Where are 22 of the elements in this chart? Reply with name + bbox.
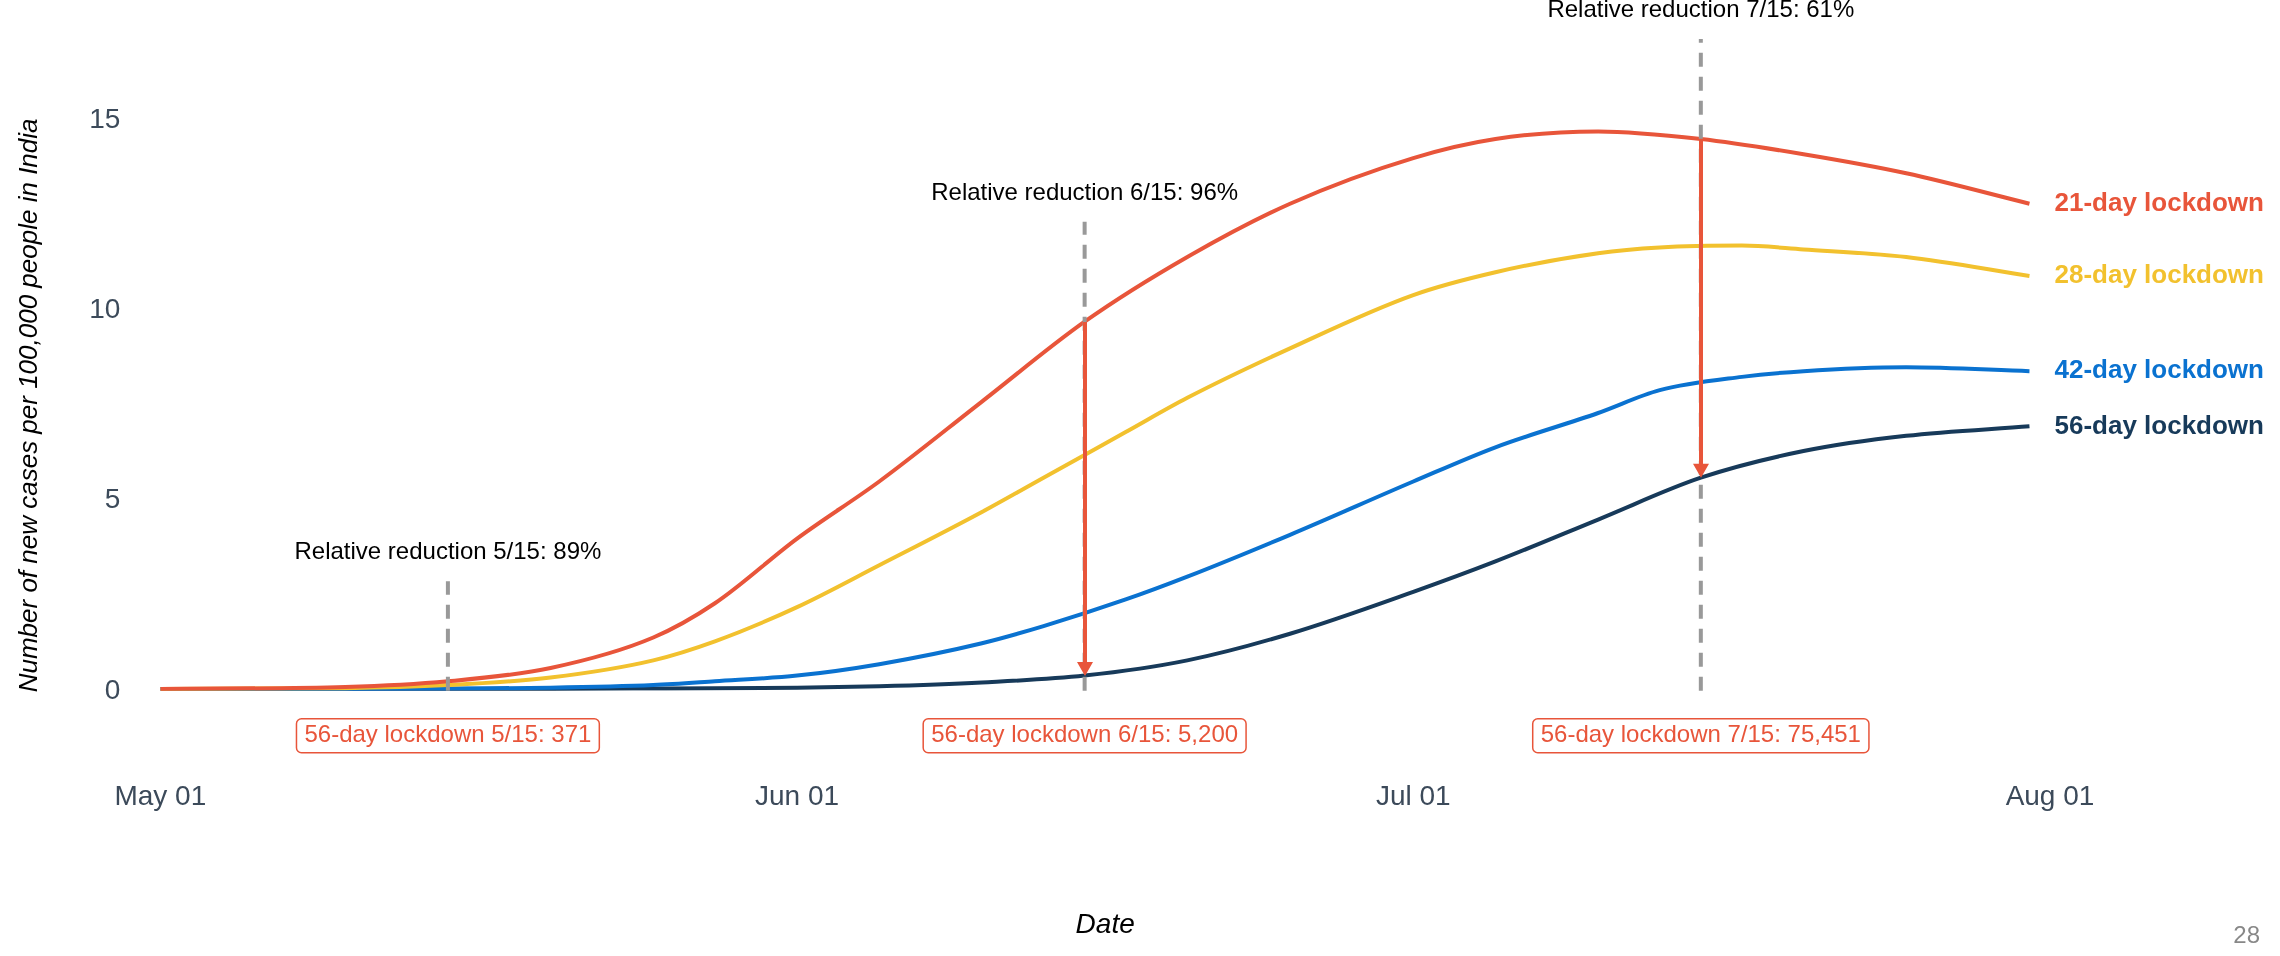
x-tick-label: May 01 [114,780,207,812]
series-label: 42-day lockdown [2054,354,2264,385]
y-tick-label: 10 [89,292,121,324]
series-label: 28-day lockdown [2054,259,2264,290]
text: 56-day lockdown 6/15: 5,200 [931,720,1239,748]
y-tick-label: 5 [104,483,121,515]
x-tick-label: Jun 01 [755,780,840,812]
x-axis-title: Date [1075,908,1135,939]
text: 56-day lockdown 5/15: 371 [304,720,592,748]
ref-line-label: Relative reduction 5/15: 89% [294,537,602,565]
text: 56-day lockdown 7/15: 75,451 [1540,720,1861,748]
ref-line-label: Relative reduction 6/15: 96% [931,177,1239,205]
series-label: 21-day lockdown [2054,186,2264,217]
y-tick-label: 15 [89,102,121,134]
text: 28 [2233,920,2260,948]
y-tick-label: 0 [104,673,121,705]
y-axis-title: Number of new cases per 100,000 people in India [12,118,43,693]
x-tick-label: Aug 01 [2005,780,2095,812]
line-series [160,129,2032,691]
series-label: 56-day lockdown [2054,409,2264,440]
ref-line-label: Relative reduction 7/15: 61% [1547,0,1855,23]
x-tick-label: Jul 01 [1375,780,1451,812]
